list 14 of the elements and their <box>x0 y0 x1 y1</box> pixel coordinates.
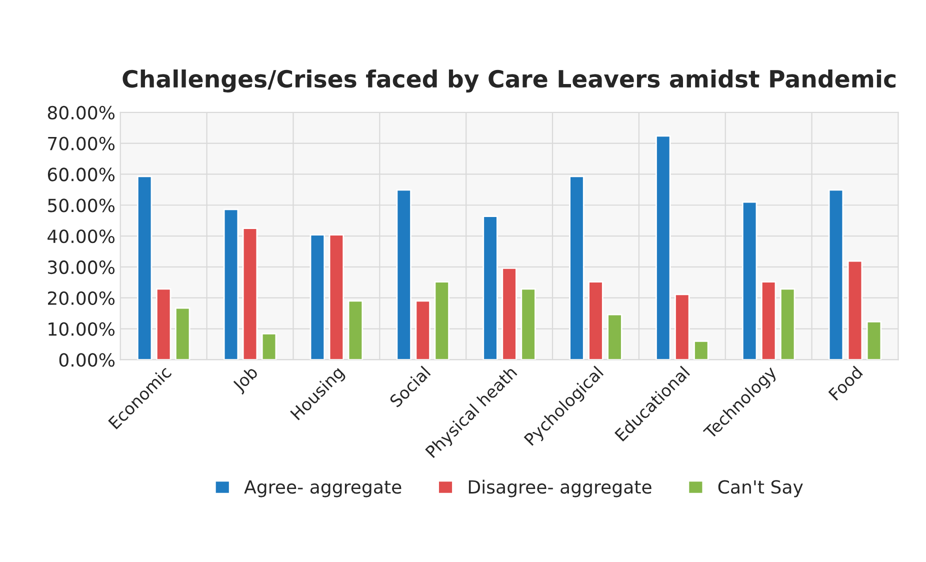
y-tick-label: 50.00% <box>48 198 115 212</box>
legend-label: Can't Say <box>718 480 803 498</box>
y-tick-label: 0.00% <box>59 353 115 367</box>
y-tick-label: 70.00% <box>48 136 115 150</box>
y-tick-label: 20.00% <box>48 291 115 305</box>
legend-label: Disagree- aggregate <box>468 480 652 498</box>
y-tick-label: 30.00% <box>48 260 115 274</box>
y-tick-label: 60.00% <box>48 168 115 182</box>
legend-label: Agree- aggregate <box>244 480 402 498</box>
x-tick-label: Job <box>231 365 261 395</box>
chart-title: Challenges/Crises faced by Care Leavers amidst Pandemic <box>122 69 896 92</box>
y-tick-label: 10.00% <box>48 322 115 336</box>
y-tick-label: 80.00% <box>48 106 115 120</box>
y-tick-label: 40.00% <box>48 230 115 244</box>
